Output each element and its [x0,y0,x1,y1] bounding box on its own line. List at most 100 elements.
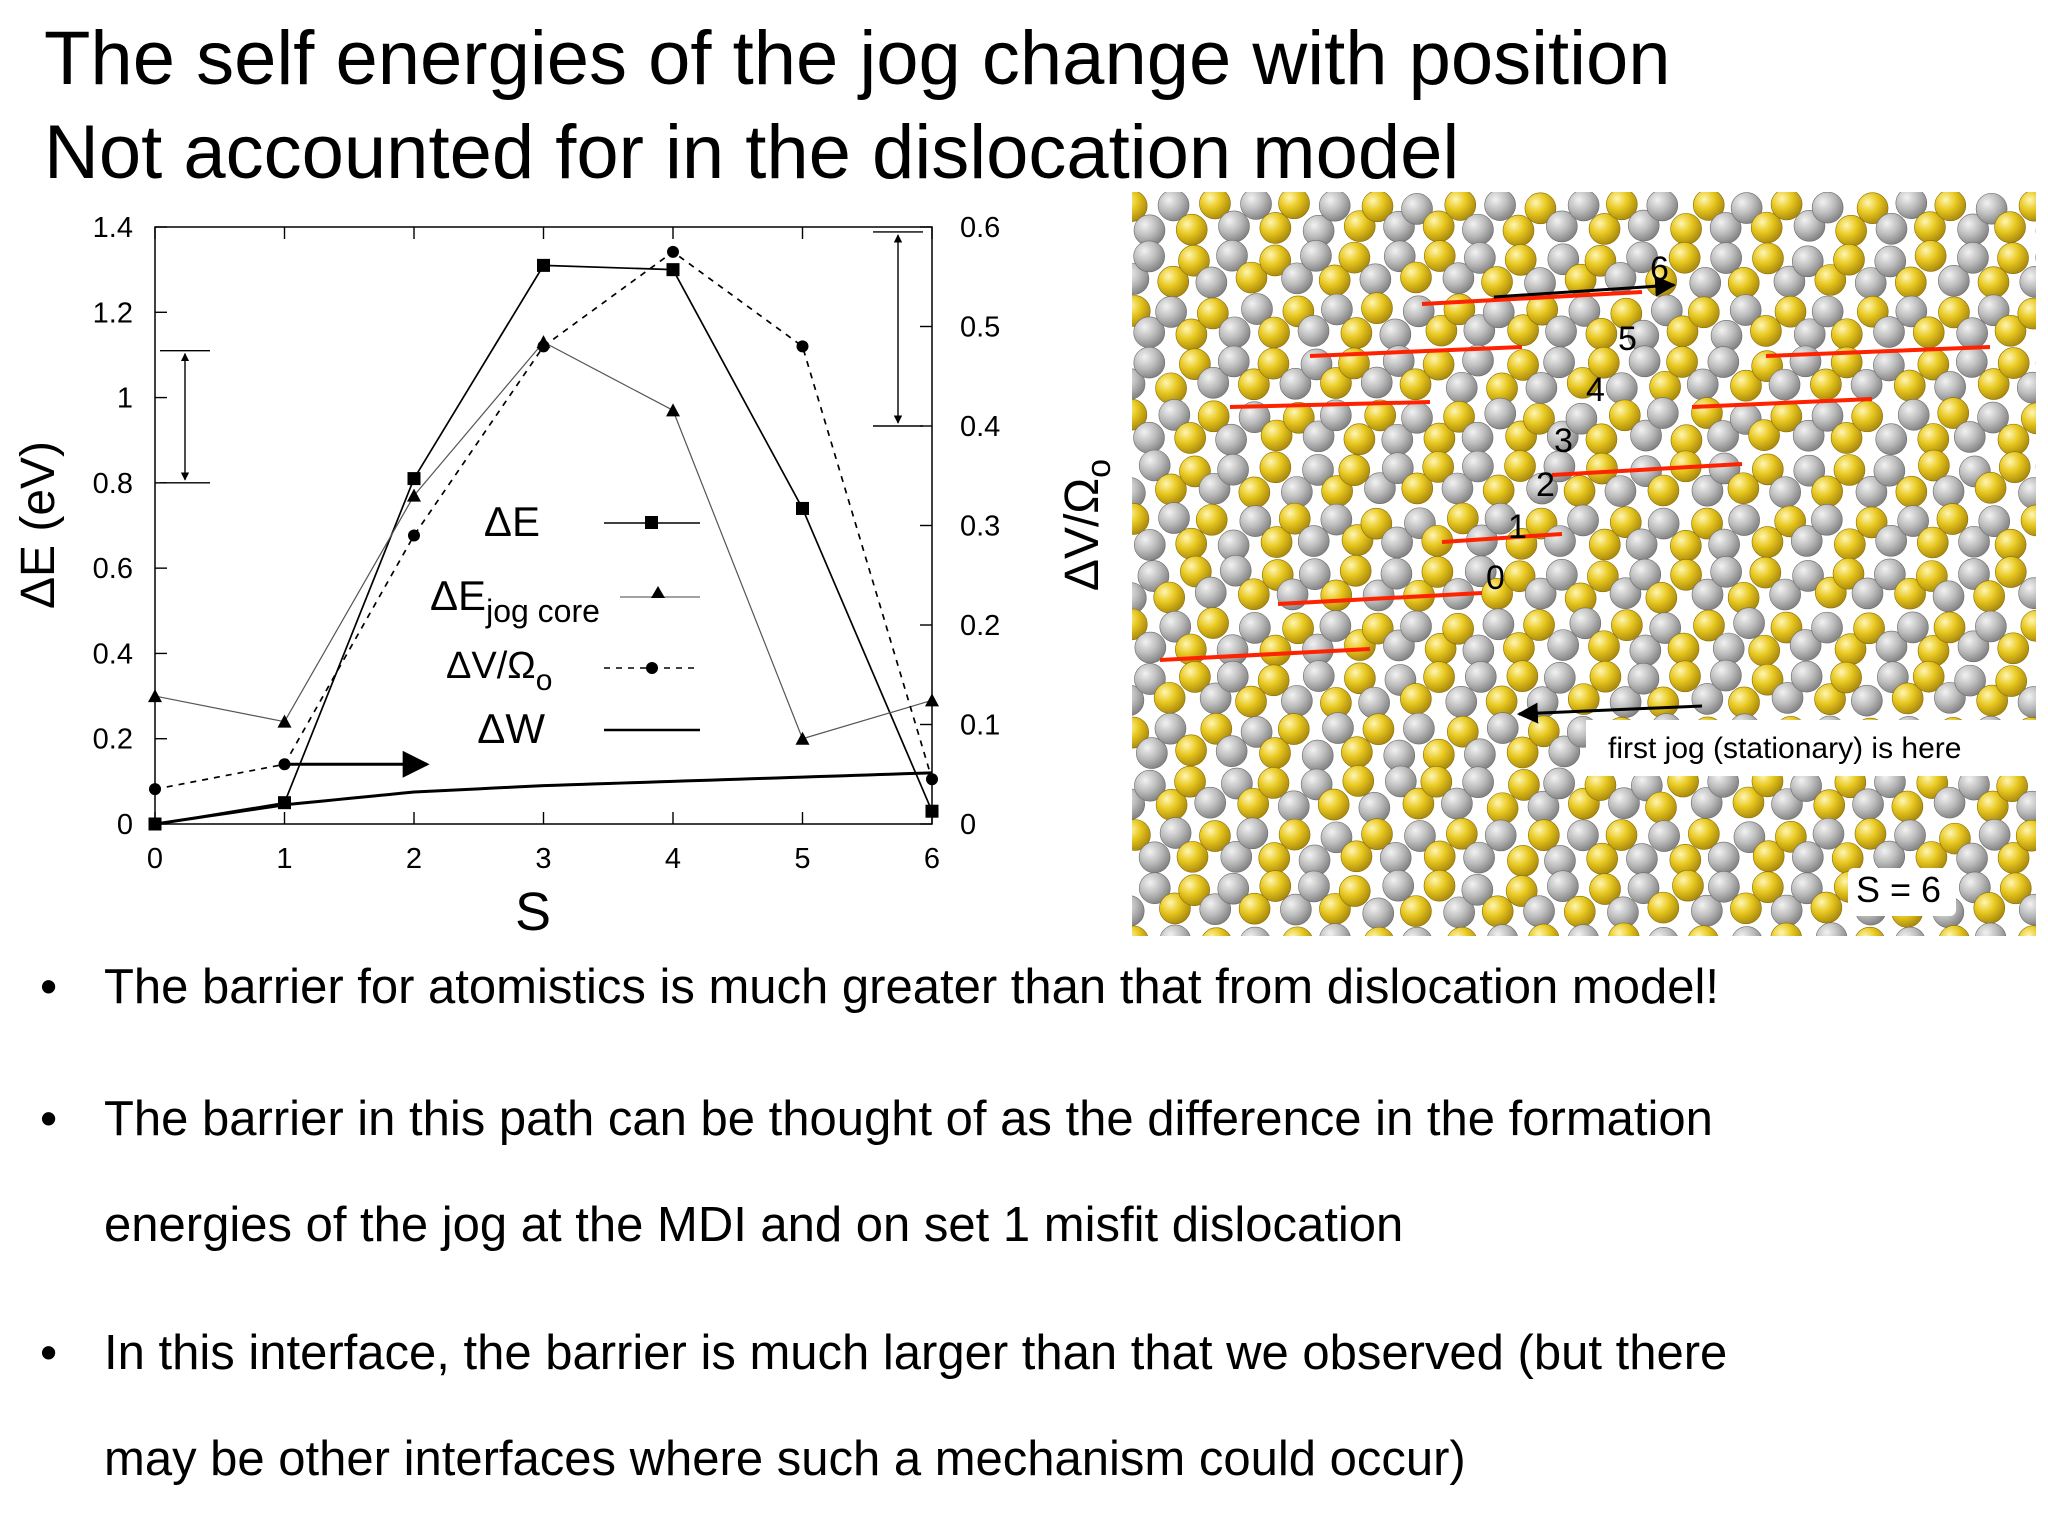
gold-atom [1235,261,1268,294]
gray-atom [1217,345,1250,378]
gold-atom [1507,314,1539,346]
gold-atom [1423,240,1456,272]
gray-atom [1712,632,1745,665]
y-tick-label: 1.4 [93,212,133,244]
gold-atom [1748,419,1780,451]
gold-atom [1528,819,1560,851]
gold-atom [1645,791,1677,824]
y-tick-label: 1.2 [93,297,133,329]
gray-atom [1134,631,1167,664]
gray-atom [1134,529,1166,561]
data-point-triangle [148,689,162,703]
gold-atom [1997,423,2030,456]
gray-atom [1277,790,1310,823]
gold-atom [1197,607,1229,639]
gold-atom [1770,192,1803,221]
gray-atom [1524,577,1557,610]
gray-atom [1525,372,1558,404]
gray-atom [1382,452,1414,484]
gray-atom [1608,787,1640,819]
gold-atom [1235,685,1267,718]
gray-atom [1956,842,1988,875]
gold-atom [2018,925,2036,936]
gray-atom [1158,502,1190,534]
gold-atom [1688,296,1720,329]
gray-atom [1894,819,1926,852]
gray-atom [1137,560,1170,592]
gold-atom [1589,660,1622,693]
gold-atom [1444,192,1477,221]
gray-atom [2018,477,2036,509]
gray-atom [1302,660,1335,692]
gray-atom [1362,579,1395,612]
gold-atom [1587,560,1619,593]
legend-label-ejog-main: ΔE [430,572,486,619]
series-line-3 [154,771,933,826]
gold-atom [1238,368,1270,401]
gray-atom [1362,897,1395,930]
gray-atom [1895,926,1925,936]
gray-atom [1403,712,1435,745]
gold-atom [1810,891,1843,924]
gray-atom [1197,367,1230,399]
gray-atom [1729,294,1762,326]
gray-atom [1546,210,1578,243]
x-axis-label: S [515,882,551,942]
gray-atom [1873,454,1906,487]
gray-atom [1958,558,1990,590]
gold-atom [1259,634,1292,667]
gray-atom [1462,450,1494,483]
gray-atom [1484,502,1517,535]
gray-atom [1138,841,1171,874]
gold-atom [1994,315,2027,347]
gold-atom [1688,818,1720,850]
gold-atom [1317,788,1350,821]
gray-atom [1461,874,1494,906]
jog-label: 3 [1554,422,1573,460]
gray-atom [1792,419,1825,452]
gray-atom [1360,366,1393,399]
gray-atom [1690,787,1723,819]
gold-atom [1833,243,1865,276]
legend-label-dv-main: ΔV/Ω [446,645,536,687]
gold-atom [1814,683,1846,715]
gray-atom [1302,454,1334,486]
gray-atom [1523,895,1555,927]
gold-atom [1282,401,1315,434]
gray-atom [1897,399,1930,431]
gray-atom [1811,611,1843,644]
gold-atom [1937,397,1970,429]
gold-atom [1585,423,1618,456]
gold-atom [1997,632,2030,665]
gray-atom [1132,477,1146,509]
gold-atom [1423,840,1456,873]
gray-atom [1297,315,1330,347]
gold-atom [1257,767,1290,799]
gold-atom [1260,526,1293,558]
gold-atom [1400,683,1432,715]
gray-atom [1629,558,1662,591]
gold-atom [1730,892,1762,925]
stationary-jog-caption: first jog (stationary) is here [1608,732,1961,765]
caption-box [1586,720,2036,776]
gray-atom [1792,841,1824,873]
gold-atom [1486,792,1519,825]
gray-atom [1790,660,1823,693]
gray-atom [1159,817,1192,849]
gold-atom [1504,450,1536,482]
gray-atom [1953,421,1986,453]
gold-atom [2018,192,2036,222]
gray-atom [1975,610,2007,643]
gold-atom [1400,261,1432,294]
gray-atom [1487,924,1518,936]
gold-atom [1442,612,1474,645]
gold-atom [1688,925,1719,936]
gray-atom [1134,769,1166,802]
gold-atom [1672,869,1704,902]
legend-label-ejog: ΔEjog core [430,572,600,629]
gold-atom [1259,212,1292,244]
gold-atom [1998,451,2031,483]
gold-atom [1132,608,1148,641]
gold-atom [1199,820,1231,852]
gold-atom [1257,347,1290,380]
